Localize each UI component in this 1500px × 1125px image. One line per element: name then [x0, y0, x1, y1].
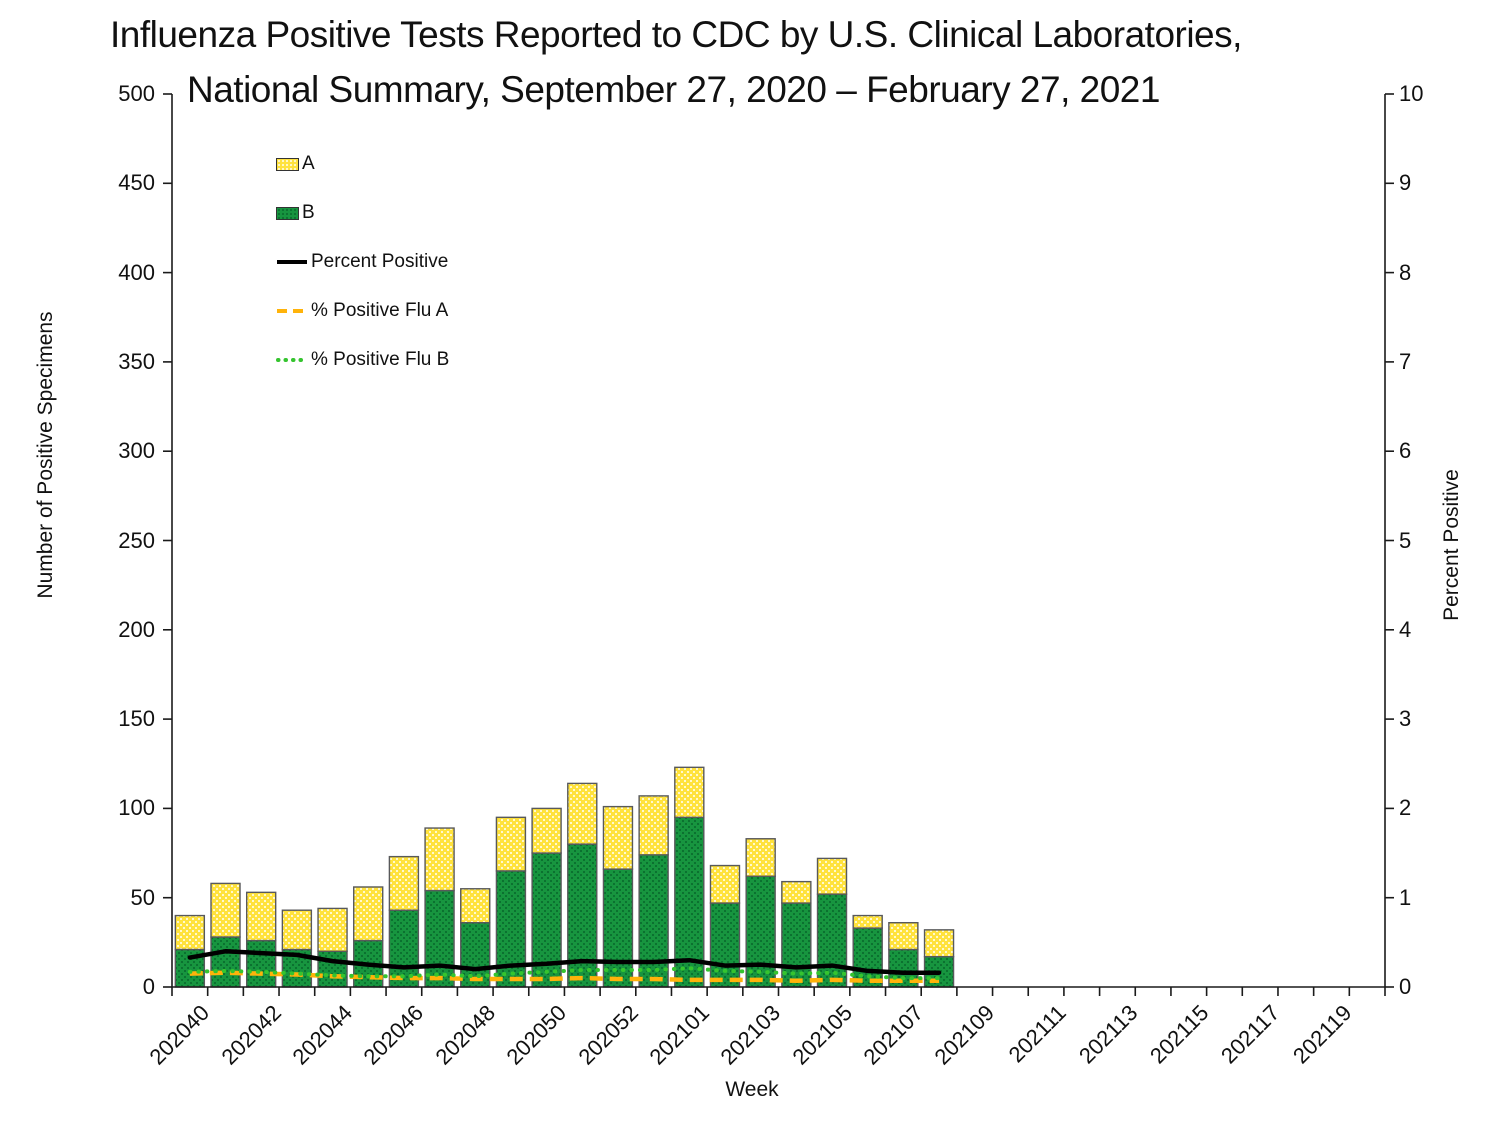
y-left-tick-label: 350: [118, 348, 155, 374]
bar-b-202046: [388, 909, 420, 988]
bar-a-202104: [781, 880, 812, 904]
bar-a-202049: [495, 816, 527, 872]
bar-a-202043: [281, 909, 313, 951]
legend-label-percent-positive: Percent Positive: [311, 251, 449, 272]
y-right-tick-label: 1: [1399, 884, 1412, 910]
y-left-tick-label: 400: [118, 259, 155, 285]
y-right-tick-label: 8: [1399, 259, 1412, 285]
bar-a-202041: [210, 882, 241, 938]
bar-a-202045: [353, 886, 384, 942]
legend-label-pct-flu-a: % Positive Flu A: [311, 300, 449, 321]
y-left-tick-label: 150: [118, 706, 155, 732]
legend-label-pct-flu-b: % Positive Flu B: [311, 349, 450, 370]
flu-b-swatch-icon: [276, 206, 299, 220]
axes-layer: [163, 93, 1394, 996]
x-axis-title: Week: [725, 1078, 779, 1101]
y-right-tick-label: 4: [1399, 616, 1412, 642]
y-right-tick-label: 5: [1399, 527, 1412, 553]
y-right-tick-label: 6: [1399, 438, 1412, 464]
chart-title-line1: Influenza Positive Tests Reported to CDC…: [110, 14, 1242, 55]
y-right-tick-label: 2: [1399, 795, 1412, 821]
y-axis-left-title: Number of Positive Specimens: [34, 311, 57, 599]
legend-item-b: B: [276, 202, 449, 224]
y-left-tick-label: 500: [118, 81, 155, 106]
bar-a-202102: [709, 864, 741, 904]
y-right-tick-label: 3: [1399, 706, 1412, 732]
bar-a-202052: [602, 805, 634, 870]
bar-b-202049: [495, 870, 527, 988]
chart-title-line2: National Summary, September 27, 2020 – F…: [187, 69, 1160, 110]
bar-b-202053: [638, 854, 669, 988]
bar-b-202050: [531, 852, 562, 988]
y-axis-right-title: Percent Positive: [1440, 469, 1463, 621]
legend-item-pct-flu-a: % Positive Flu A: [276, 300, 449, 322]
bar-b-202051: [567, 843, 598, 988]
y-right-tick-label: 0: [1399, 974, 1412, 999]
bar-a-202046: [388, 855, 420, 911]
bar-a-202050: [531, 807, 562, 854]
percent-positive-line: [187, 949, 942, 975]
bar-a-202108: [923, 929, 955, 958]
legend-item-percent-positive: Percent Positive: [276, 251, 449, 273]
bar-a-202105: [816, 857, 848, 895]
dashed-line-icon: [277, 309, 307, 313]
bar-a-202101: [674, 766, 705, 819]
bar-a-202042: [245, 891, 277, 942]
y-left-tick-label: 300: [118, 438, 155, 464]
pct-flu-b-line: [187, 966, 942, 981]
y-left-tick-label: 100: [118, 795, 155, 821]
bar-a-202048: [460, 888, 491, 924]
bar-a-202051: [567, 782, 598, 845]
pct-flu-a-line: [189, 970, 940, 983]
y-left-tick-label: 200: [118, 616, 155, 642]
y-right-tick-label: 9: [1399, 170, 1412, 196]
bar-a-202106: [852, 914, 883, 929]
bar-b-202044: [317, 950, 348, 988]
bar-a-202044: [317, 907, 348, 952]
y-left-tick-label: 450: [118, 170, 155, 196]
solid-line-icon: [277, 260, 307, 264]
lines-layer: [187, 949, 942, 983]
y-left-tick-label: 250: [118, 527, 155, 553]
bar-a-202103: [745, 838, 776, 877]
bar-a-202047: [424, 827, 455, 892]
flu-a-swatch-icon: [276, 157, 299, 171]
legend-label-b: B: [302, 202, 315, 223]
bar-b-202042: [245, 939, 277, 988]
y-left-tick-label: 0: [142, 974, 155, 999]
bar-b-202102: [709, 902, 741, 988]
y-left-tick-label: 50: [130, 884, 155, 910]
bar-b-202047: [424, 889, 455, 988]
bar-b-202041: [210, 936, 241, 988]
bar-a-202053: [638, 795, 669, 856]
bar-a-202040: [174, 914, 206, 951]
legend: A B Percent Positive % Positive Flu A % …: [276, 153, 449, 371]
y-right-tick-label: 7: [1399, 348, 1412, 374]
legend-item-a: A: [276, 153, 449, 175]
bar-a-202107: [888, 922, 919, 951]
dotted-line-icon: [276, 358, 308, 362]
legend-label-a: A: [302, 153, 315, 174]
legend-item-pct-flu-b: % Positive Flu B: [276, 349, 449, 371]
bar-b-202052: [602, 868, 634, 988]
y-right-tick-label: 10: [1399, 81, 1424, 106]
